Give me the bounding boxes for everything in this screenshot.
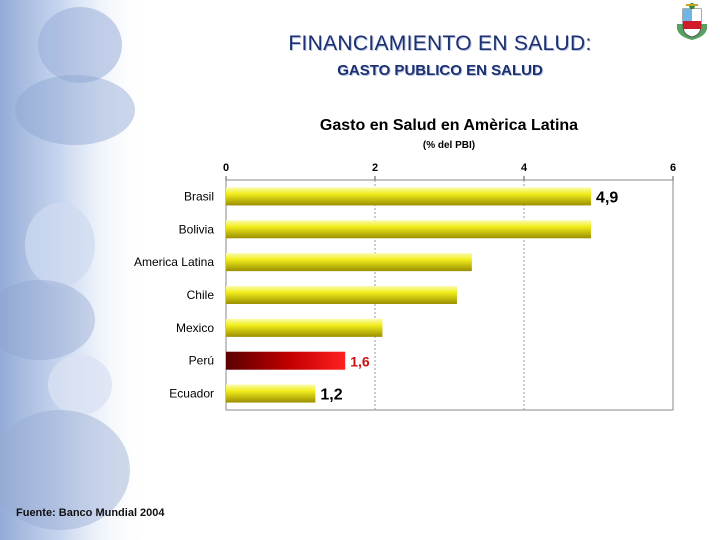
- category-label: Bolivia: [179, 222, 215, 236]
- x-tick-label: 0: [223, 162, 229, 174]
- source-note: Fuente: Banco Mundial 2004: [16, 507, 165, 519]
- category-label: Perú: [189, 354, 214, 368]
- x-tick-label: 6: [670, 162, 676, 174]
- bar-chile: [226, 286, 457, 304]
- category-label: Chile: [187, 288, 215, 302]
- x-tick-label: 2: [372, 162, 378, 174]
- category-label: Ecuador: [169, 387, 214, 401]
- slide-title: FINANCIAMIENTO EN SALUD:: [288, 32, 592, 55]
- data-label: 1,6: [350, 354, 370, 370]
- slide-subtitle: GASTO PUBLICO EN SALUD: [337, 62, 543, 79]
- peru-coat-of-arms-emblem: [676, 3, 708, 40]
- data-label: 1,2: [320, 387, 342, 404]
- category-label: America Latina: [134, 255, 214, 269]
- x-tick-label: 4: [521, 162, 528, 174]
- bar-chart: Gasto en Salud en Amèrica Latina (% del …: [134, 117, 676, 411]
- bar-mexico: [226, 318, 383, 337]
- category-label: Mexico: [176, 321, 214, 335]
- category-label: Brasil: [184, 189, 214, 203]
- bar-ecuador: [226, 384, 316, 403]
- chart-unit-label: (% del PBI): [423, 140, 475, 151]
- bar-bolivia: [226, 220, 592, 239]
- chart-title: Gasto en Salud en Amèrica Latina: [320, 117, 578, 134]
- bar-brasil: [226, 187, 592, 206]
- data-label: 4,9: [596, 189, 618, 206]
- bar-perú: [226, 351, 346, 370]
- bar-america-latina: [226, 253, 472, 272]
